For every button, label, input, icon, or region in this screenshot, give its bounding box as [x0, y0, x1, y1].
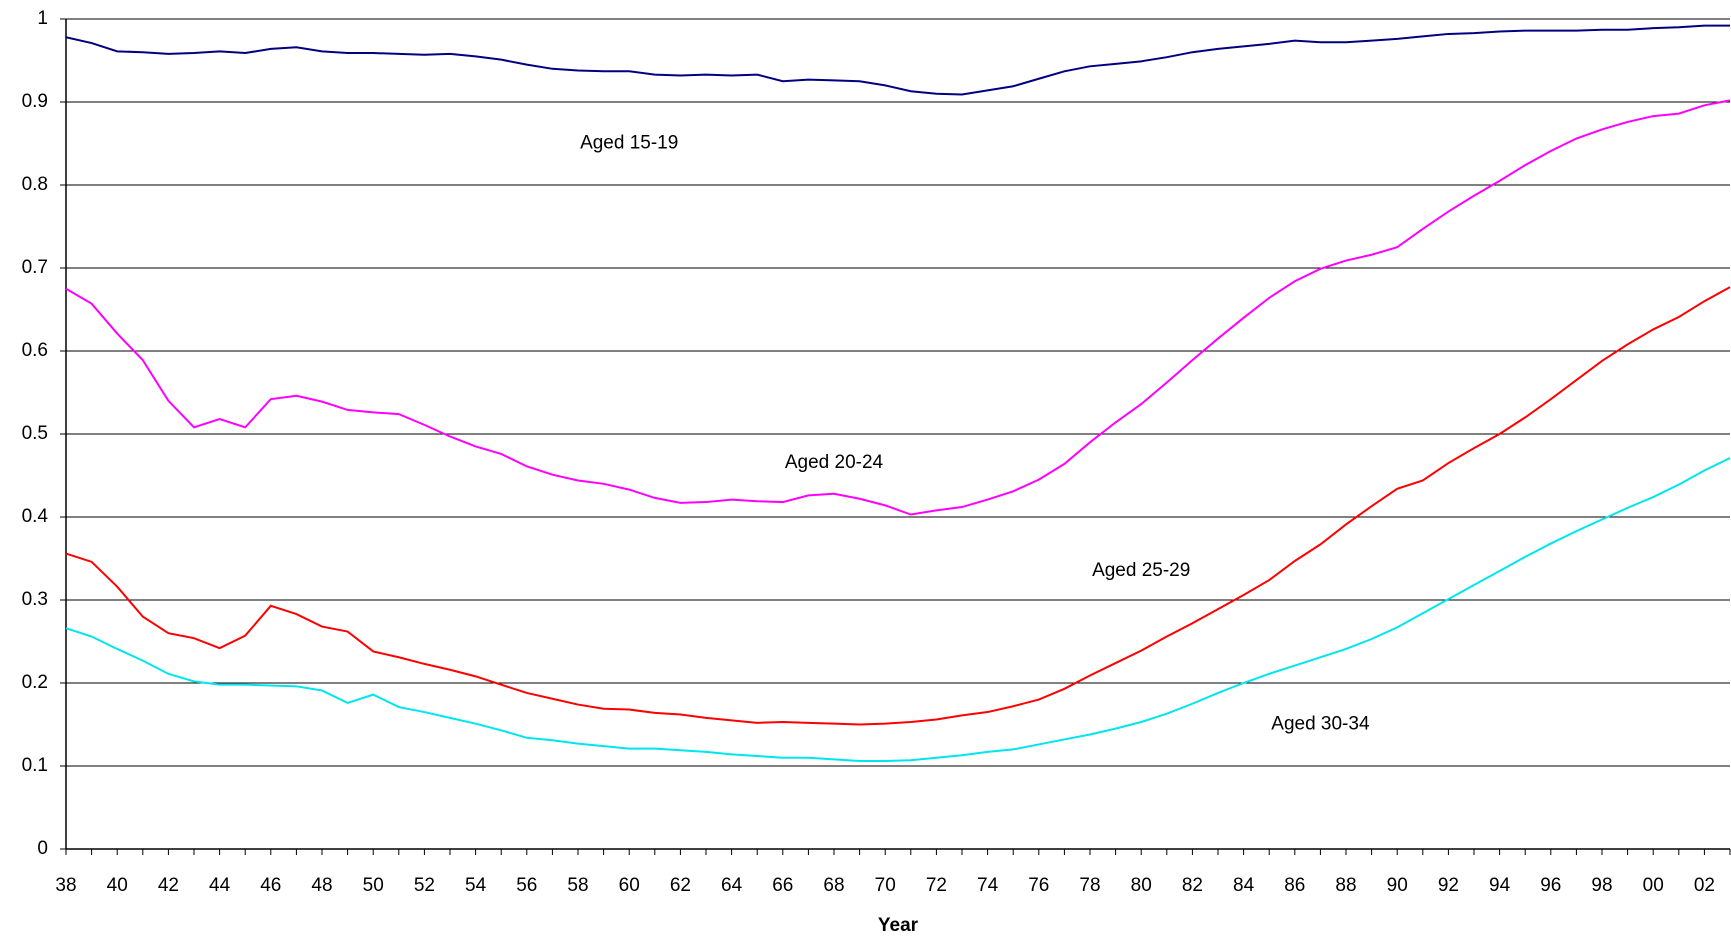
x-tick-label: 60 [619, 875, 640, 896]
x-tick-label: 86 [1284, 875, 1305, 896]
series-line [65, 286, 1731, 726]
series-line [65, 457, 1731, 763]
y-tick-label: 0.9 [22, 91, 48, 112]
x-tick-label: 02 [1694, 875, 1715, 896]
y-tick-label: 0 [37, 838, 48, 859]
x-tick-label: 00 [1643, 875, 1664, 896]
y-tick-label: 0.3 [22, 589, 48, 610]
x-tick-label: 58 [567, 875, 588, 896]
x-tick-label: 80 [1131, 875, 1152, 896]
x-tick-label: 94 [1489, 875, 1511, 896]
x-axis-title: Year [878, 915, 919, 936]
y-tick-label: 1 [37, 8, 48, 29]
y-tick-label: 0.5 [22, 423, 48, 444]
x-tick-label: 84 [1233, 875, 1255, 896]
x-tick-label: 78 [1079, 875, 1100, 896]
x-tick-label: 52 [414, 875, 435, 896]
x-tick-label: 62 [670, 875, 691, 896]
series-label: Aged 30-34 [1271, 714, 1370, 735]
x-tick-label: 82 [1182, 875, 1203, 896]
x-tick-label: 88 [1335, 875, 1356, 896]
x-tick-label: 98 [1591, 875, 1612, 896]
y-tick-label: 0.8 [22, 174, 48, 195]
x-tick-label: 56 [516, 875, 537, 896]
x-tick-label: 66 [772, 875, 793, 896]
x-tick-label: 54 [465, 875, 487, 896]
series-label: Aged 15-19 [580, 133, 678, 154]
x-tick-label: 96 [1540, 875, 1561, 896]
x-tick-label: 92 [1438, 875, 1459, 896]
x-tick-label: 46 [260, 875, 281, 896]
x-tick-label: 50 [363, 875, 384, 896]
x-tick-label: 70 [875, 875, 896, 896]
y-tick-label: 0.4 [22, 506, 49, 527]
x-tick-label: 44 [209, 875, 231, 896]
x-tick-label: 38 [55, 875, 76, 896]
series-label: Aged 20-24 [785, 452, 884, 473]
x-tick-label: 42 [158, 875, 179, 896]
x-tick-label: 68 [823, 875, 844, 896]
series-line [65, 24, 1730, 96]
y-tick-label: 0.2 [22, 672, 48, 693]
y-tick-label: 0.1 [22, 755, 48, 776]
series-line [65, 99, 1731, 516]
x-tick-label: 72 [926, 875, 947, 896]
x-tick-label: 40 [107, 875, 128, 896]
series-label: Aged 25-29 [1092, 560, 1190, 581]
x-tick-label: 90 [1387, 875, 1408, 896]
x-tick-label: 74 [977, 875, 999, 896]
x-tick-label: 64 [721, 875, 743, 896]
x-tick-label: 48 [311, 875, 332, 896]
y-tick-label: 0.7 [22, 257, 48, 278]
x-tick-label: 76 [1028, 875, 1049, 896]
y-tick-label: 0.6 [22, 340, 48, 361]
